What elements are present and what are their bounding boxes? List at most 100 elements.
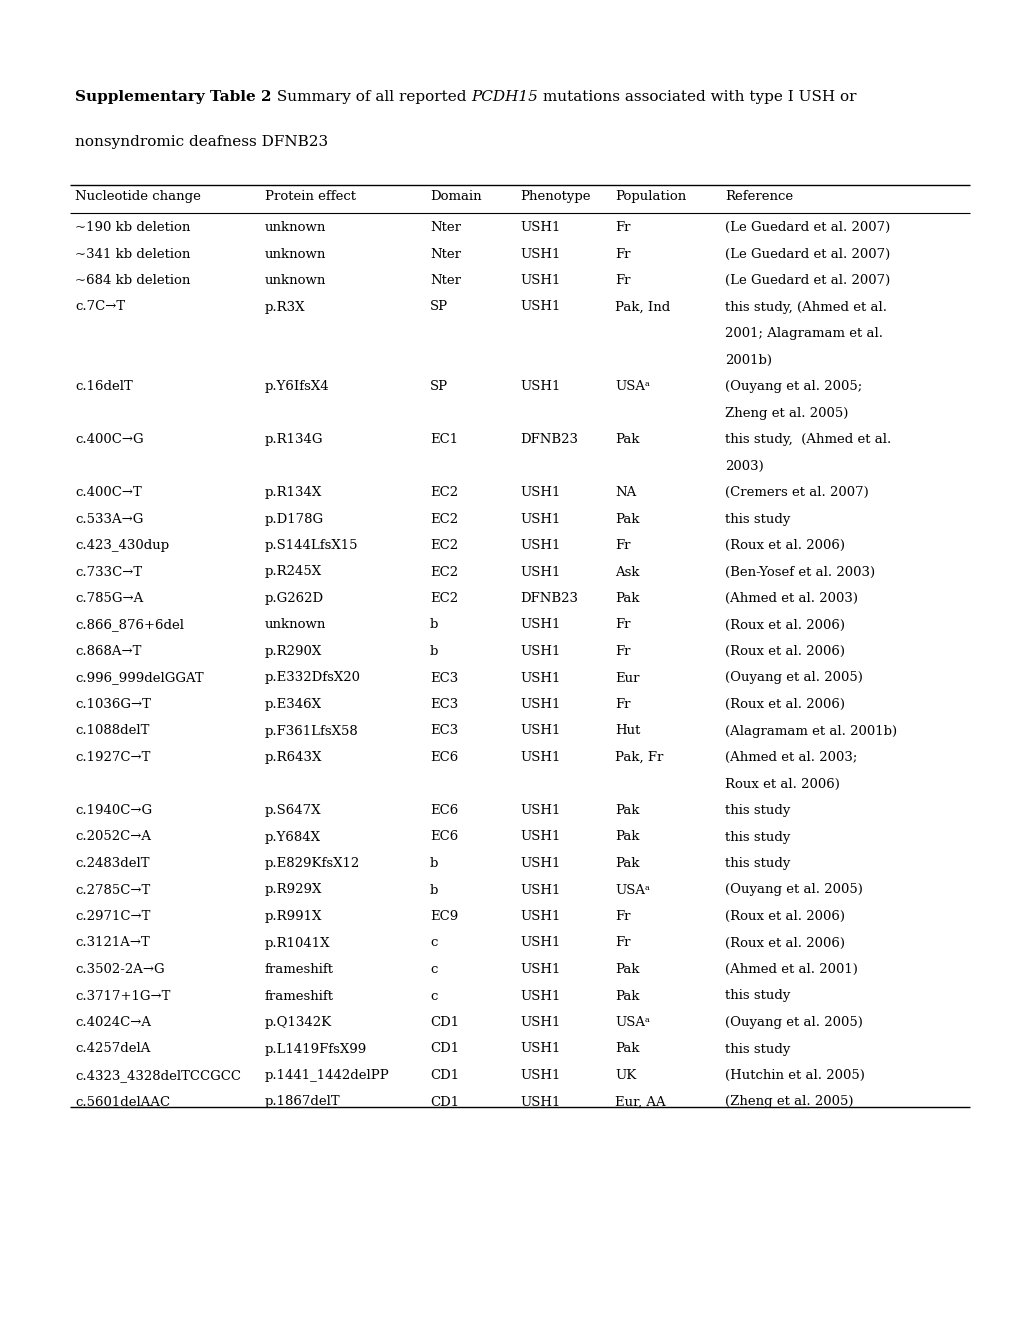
Text: USH1: USH1 [520, 565, 559, 578]
Text: Pak: Pak [614, 990, 639, 1002]
Text: USH1: USH1 [520, 1043, 559, 1056]
Text: nonsyndromic deafness DFNB23: nonsyndromic deafness DFNB23 [75, 135, 328, 149]
Text: p.G262D: p.G262D [265, 591, 324, 605]
Text: NA: NA [614, 486, 636, 499]
Text: c.4257delA: c.4257delA [75, 1043, 150, 1056]
Text: USAᵃ: USAᵃ [614, 380, 649, 393]
Text: 2001b): 2001b) [725, 354, 771, 367]
Text: Domain: Domain [430, 190, 481, 203]
Text: b: b [430, 883, 438, 896]
Text: p.Q1342K: p.Q1342K [265, 1016, 332, 1030]
Text: c.1927C→T: c.1927C→T [75, 751, 150, 764]
Text: SP: SP [430, 380, 447, 393]
Text: this study: this study [725, 1043, 790, 1056]
Text: USH1: USH1 [520, 804, 559, 817]
Text: USH1: USH1 [520, 220, 559, 234]
Text: Fr: Fr [614, 220, 630, 234]
Text: USH1: USH1 [520, 964, 559, 975]
Text: (Hutchin et al. 2005): (Hutchin et al. 2005) [725, 1069, 864, 1082]
Text: CD1: CD1 [430, 1096, 459, 1109]
Text: p.F361LfsX58: p.F361LfsX58 [265, 725, 359, 738]
Text: unknown: unknown [265, 275, 326, 286]
Text: ~341 kb deletion: ~341 kb deletion [75, 248, 191, 260]
Text: c.1036G→T: c.1036G→T [75, 698, 151, 711]
Text: c.3121A→T: c.3121A→T [75, 936, 150, 949]
Text: p.R290X: p.R290X [265, 645, 322, 657]
Text: c.2483delT: c.2483delT [75, 857, 150, 870]
Text: EC2: EC2 [430, 539, 458, 552]
Text: EC6: EC6 [430, 751, 458, 764]
Text: USH1: USH1 [520, 725, 559, 738]
Text: CD1: CD1 [430, 1069, 459, 1082]
Text: EC2: EC2 [430, 591, 458, 605]
Text: EC3: EC3 [430, 672, 458, 685]
Text: (Cremers et al. 2007): (Cremers et al. 2007) [725, 486, 868, 499]
Text: p.Y6IfsX4: p.Y6IfsX4 [265, 380, 329, 393]
Text: (Roux et al. 2006): (Roux et al. 2006) [725, 645, 844, 657]
Text: Pak: Pak [614, 857, 639, 870]
Text: SP: SP [430, 301, 447, 314]
Text: EC2: EC2 [430, 512, 458, 525]
Text: this study: this study [725, 512, 790, 525]
Text: c.4323_4328delTCCGCC: c.4323_4328delTCCGCC [75, 1069, 240, 1082]
Text: Population: Population [614, 190, 686, 203]
Text: c.7C→T: c.7C→T [75, 301, 125, 314]
Text: Pak: Pak [614, 591, 639, 605]
Text: Nter: Nter [430, 275, 461, 286]
Text: unknown: unknown [265, 220, 326, 234]
Text: USH1: USH1 [520, 512, 559, 525]
Text: USH1: USH1 [520, 936, 559, 949]
Text: (Ouyang et al. 2005): (Ouyang et al. 2005) [725, 883, 862, 896]
Text: DFNB23: DFNB23 [520, 591, 578, 605]
Text: 2001; Alagramam et al.: 2001; Alagramam et al. [725, 327, 882, 341]
Text: PCDH15: PCDH15 [471, 90, 537, 104]
Text: DFNB23: DFNB23 [520, 433, 578, 446]
Text: c.785G→A: c.785G→A [75, 591, 143, 605]
Text: c.866_876+6del: c.866_876+6del [75, 619, 183, 631]
Text: (Zheng et al. 2005): (Zheng et al. 2005) [725, 1096, 853, 1109]
Text: EC1: EC1 [430, 433, 458, 446]
Text: ~190 kb deletion: ~190 kb deletion [75, 220, 191, 234]
Text: USH1: USH1 [520, 1069, 559, 1082]
Text: USH1: USH1 [520, 990, 559, 1002]
Text: this study: this study [725, 830, 790, 843]
Text: Pak, Ind: Pak, Ind [614, 301, 669, 314]
Text: CD1: CD1 [430, 1043, 459, 1056]
Text: (Ahmed et al. 2003;: (Ahmed et al. 2003; [725, 751, 857, 764]
Text: c.400C→G: c.400C→G [75, 433, 144, 446]
Text: UK: UK [614, 1069, 636, 1082]
Text: Fr: Fr [614, 248, 630, 260]
Text: 2003): 2003) [725, 459, 763, 473]
Text: (Ahmed et al. 2003): (Ahmed et al. 2003) [725, 591, 857, 605]
Text: USH1: USH1 [520, 909, 559, 923]
Text: EC6: EC6 [430, 804, 458, 817]
Text: c.733C→T: c.733C→T [75, 565, 142, 578]
Text: USH1: USH1 [520, 672, 559, 685]
Text: Pak: Pak [614, 964, 639, 975]
Text: this study,  (Ahmed et al.: this study, (Ahmed et al. [725, 433, 891, 446]
Text: EC9: EC9 [430, 909, 458, 923]
Text: USAᵃ: USAᵃ [614, 1016, 649, 1030]
Text: USH1: USH1 [520, 486, 559, 499]
Text: USH1: USH1 [520, 883, 559, 896]
Text: Pak: Pak [614, 512, 639, 525]
Text: Eur: Eur [614, 672, 639, 685]
Text: Zheng et al. 2005): Zheng et al. 2005) [725, 407, 848, 420]
Text: p.Y684X: p.Y684X [265, 830, 321, 843]
Text: USH1: USH1 [520, 275, 559, 286]
Text: Eur, AA: Eur, AA [614, 1096, 665, 1109]
Text: p.R643X: p.R643X [265, 751, 322, 764]
Text: USH1: USH1 [520, 1096, 559, 1109]
Text: c.996_999delGGAT: c.996_999delGGAT [75, 672, 204, 685]
Text: c: c [430, 964, 437, 975]
Text: c.2052C→A: c.2052C→A [75, 830, 151, 843]
Text: USH1: USH1 [520, 645, 559, 657]
Text: USH1: USH1 [520, 1016, 559, 1030]
Text: frameshift: frameshift [265, 990, 333, 1002]
Text: Protein effect: Protein effect [265, 190, 356, 203]
Text: Pak: Pak [614, 433, 639, 446]
Text: Summary of all reported: Summary of all reported [271, 90, 471, 104]
Text: Roux et al. 2006): Roux et al. 2006) [725, 777, 839, 791]
Text: USH1: USH1 [520, 751, 559, 764]
Text: EC3: EC3 [430, 698, 458, 711]
